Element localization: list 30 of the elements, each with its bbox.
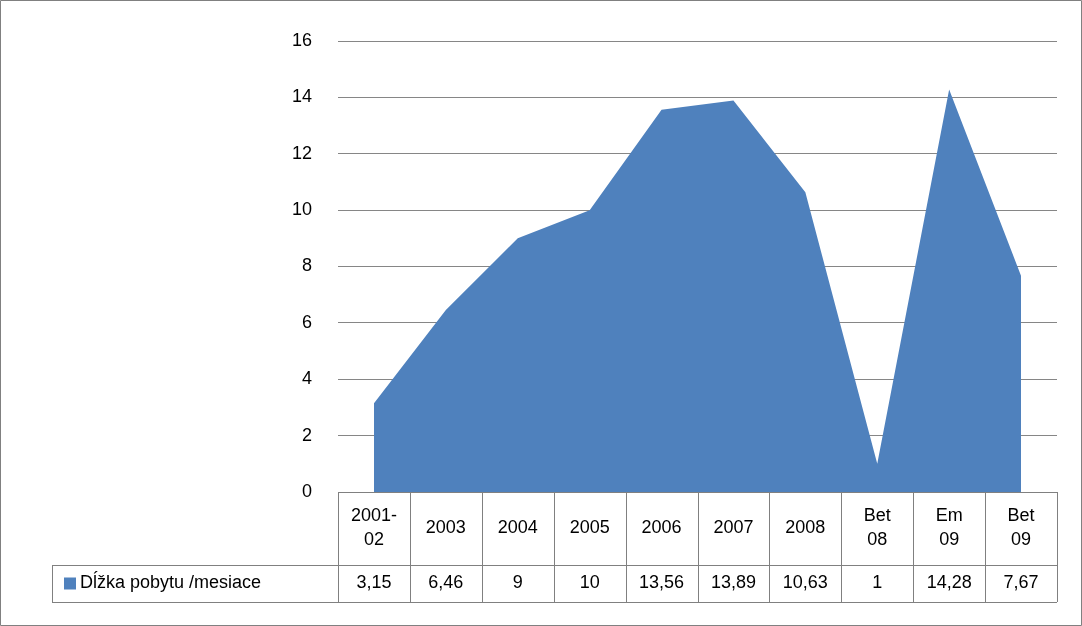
y-tick-label: 16 <box>291 29 312 50</box>
x-tick-label: 2004 <box>497 517 538 538</box>
x-tick-label: 2005 <box>569 517 610 538</box>
data-label: 6,46 <box>428 572 464 593</box>
y-tick-label: 14 <box>291 86 312 107</box>
data-label: 9 <box>512 572 523 593</box>
data-label: 1 <box>872 572 883 593</box>
y-tick-label: 12 <box>291 142 312 163</box>
x-tick-label: 2006 <box>641 517 682 538</box>
y-tick-label: 4 <box>301 368 312 389</box>
legend-label: Dĺžka pobytu /mesiace <box>80 571 262 593</box>
x-tick-label: 2003 <box>425 517 466 538</box>
data-label: 13,56 <box>639 572 685 593</box>
data-label: 10 <box>579 572 600 593</box>
data-label: 3,15 <box>356 572 392 593</box>
x-tick-label: Bet 08 <box>863 505 891 550</box>
y-tick-label: 10 <box>291 199 312 220</box>
data-label: 14,28 <box>926 572 972 593</box>
y-tick-label: 2 <box>301 424 312 445</box>
x-tick-label: 2001-02 <box>350 505 397 550</box>
x-tick-label: Bet 09 <box>1007 505 1035 550</box>
y-tick-label: 0 <box>301 480 312 501</box>
data-label: 10,63 <box>782 572 828 593</box>
y-tick-label: 8 <box>301 255 312 276</box>
data-label: 7,67 <box>1003 572 1039 593</box>
x-tick-label: 2008 <box>785 517 826 538</box>
data-label: 13,89 <box>710 572 756 593</box>
x-tick-label: 2007 <box>713 517 754 538</box>
x-tick-label: Em 09 <box>935 505 963 550</box>
y-tick-label: 6 <box>301 311 312 332</box>
